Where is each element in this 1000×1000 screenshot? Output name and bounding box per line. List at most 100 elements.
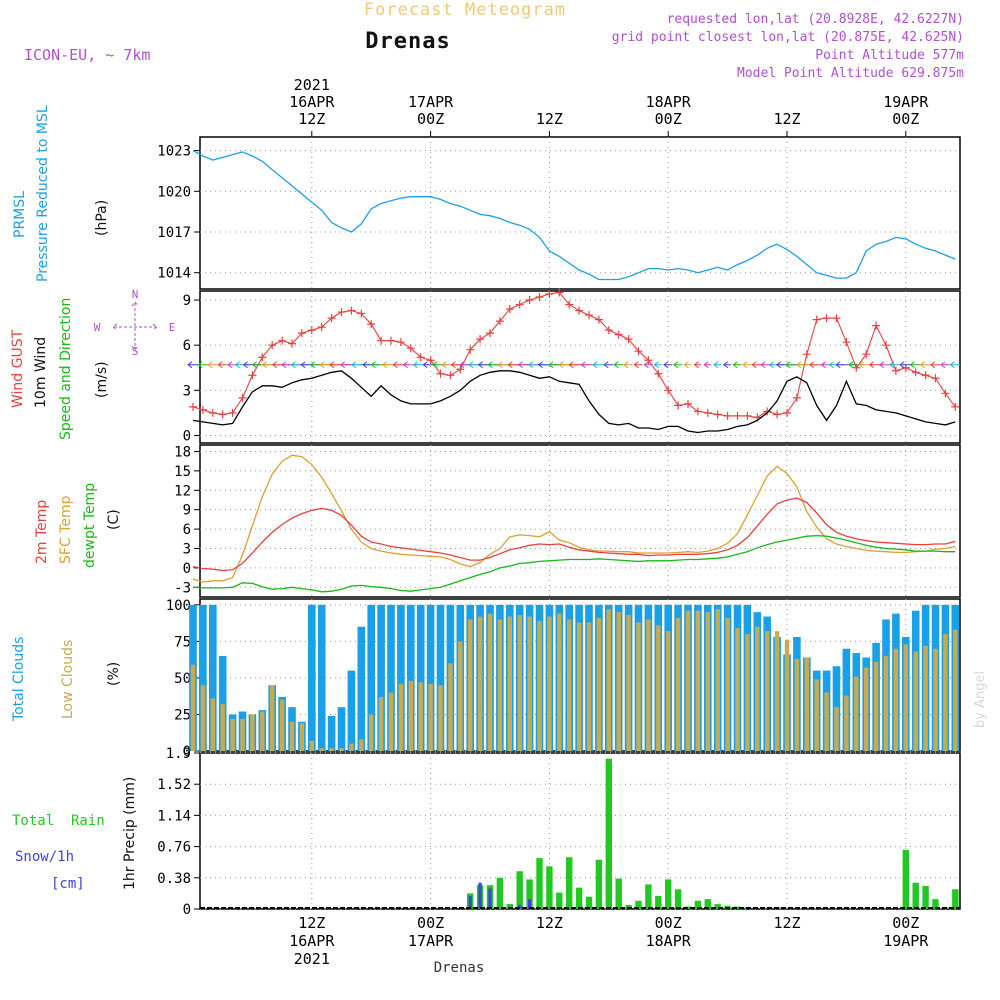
requested-lonlat: requested lon,lat (20.8928E, 42.6227N) <box>667 12 964 27</box>
total-cloud-bar <box>436 604 445 751</box>
low-cloud-bar <box>854 676 859 751</box>
snow-unit-label: [cm] <box>51 876 85 892</box>
cloud-tick-label: 50 <box>174 671 191 687</box>
total-cloud-bar <box>357 626 366 751</box>
model-label: ICON-EU, ~ 7km <box>24 46 150 64</box>
gust-marker <box>495 317 504 326</box>
low-cloud-bar <box>497 619 503 751</box>
top-time-label: 17APR <box>408 93 454 111</box>
low-cloud-bar <box>517 615 522 751</box>
low-cloud-bar <box>745 634 750 751</box>
gust-marker <box>248 371 257 380</box>
wind-tick-label: 3 <box>183 383 191 399</box>
top-time-label: 00Z <box>655 110 682 128</box>
total-cloud-bar <box>416 604 425 751</box>
low-cloud-bar <box>289 721 295 751</box>
low-cloud-bar <box>329 748 334 751</box>
gust-marker <box>723 411 732 420</box>
gust-marker <box>624 335 633 344</box>
precip-tick-label: 1.14 <box>157 808 191 824</box>
wind-direction-arrow <box>643 361 653 369</box>
wind-frame <box>199 290 961 444</box>
low-cloud-bar <box>250 714 255 751</box>
low-cloud-bar <box>725 618 730 751</box>
bottom-time-label: 19APR <box>883 932 929 950</box>
gust-marker <box>862 350 871 359</box>
gust-marker <box>684 399 692 408</box>
pressure-label-1: PRMSL <box>12 191 28 238</box>
gust-marker <box>951 402 960 411</box>
total-cloud-bar <box>337 707 346 751</box>
gust-marker <box>396 338 405 347</box>
rain-label: Total Rain <box>12 813 105 829</box>
pressure-unit: (hPa) <box>94 200 110 236</box>
gust-marker <box>882 341 890 350</box>
rain-bar <box>902 849 909 909</box>
compass-w: W <box>94 321 101 334</box>
precip-panel: 0 0.38 0.76 1.14 1.52 1.9 <box>157 746 961 918</box>
bottom-time-label: 00Z <box>417 914 444 932</box>
temperature-panel: -3 0 3 6 9 12 15 18 <box>174 444 961 598</box>
low-cloud-bar <box>576 622 582 751</box>
bottom-time-label: 18APR <box>646 932 692 950</box>
top-time-label: 12Z <box>536 110 563 128</box>
low-cloud-bar <box>715 609 720 751</box>
snow-bar <box>528 899 532 909</box>
gust-marker <box>347 306 356 315</box>
wind-direction-arrow <box>623 361 634 369</box>
gust-marker <box>674 401 683 410</box>
low-cloud-bar <box>735 628 740 751</box>
low-cloud-bar <box>527 616 532 751</box>
rain-bar <box>665 879 672 909</box>
gust-marker <box>525 296 534 305</box>
gust-marker <box>634 347 643 356</box>
bottom-time-label: 00Z <box>655 914 682 932</box>
temp-tick-label: -3 <box>174 580 191 596</box>
top-time-label: 19APR <box>883 93 929 111</box>
gust-marker <box>268 341 277 350</box>
gust-marker <box>456 365 465 374</box>
rain-bar <box>536 858 543 909</box>
temp-tick-label: 12 <box>174 483 191 499</box>
gust-marker <box>505 305 514 314</box>
top-time-label: 2021 <box>294 76 330 94</box>
gust-marker <box>713 410 722 419</box>
wind-direction-arrow <box>919 361 931 369</box>
low-cloud-bar <box>557 613 562 751</box>
gust-marker <box>258 353 267 362</box>
low-cloud-bar <box>755 626 760 751</box>
rain-bar <box>526 879 533 909</box>
low-cloud-bar <box>477 616 483 751</box>
cloud-tick-label: 25 <box>174 707 191 723</box>
temp-tick-label: 15 <box>174 464 191 480</box>
low-cloud-bar <box>448 663 453 751</box>
low-cloud-bar <box>190 664 196 751</box>
rain-bar <box>566 857 573 909</box>
gust-marker <box>337 308 346 317</box>
wind-direction-arrow <box>683 361 692 369</box>
pressure-tick-label: 1020 <box>157 184 191 200</box>
low-cloud-bar <box>359 739 364 751</box>
wind-direction-arrow <box>613 361 624 369</box>
precip-frame <box>199 752 961 910</box>
bottom-time-label: 16APR <box>289 932 335 950</box>
low-cloud-bar <box>923 645 928 751</box>
wind-direction-arrow <box>603 361 614 369</box>
precip-tick-label: 0 <box>183 902 191 918</box>
grid-point-lonlat: grid point closest lon,lat (20.875E, 42.… <box>612 30 964 45</box>
wind-direction-arrow <box>909 361 921 369</box>
gust-marker <box>238 393 247 402</box>
low-cloud-bar <box>675 618 681 751</box>
wind-panel: 0 3 6 9 <box>183 288 961 444</box>
cloud-unit: (%) <box>106 662 122 686</box>
gust-marker <box>703 408 712 417</box>
rain-bar <box>704 899 711 909</box>
low-cloud-bar <box>814 679 819 751</box>
top-time-label: 00Z <box>892 110 919 128</box>
gust-marker <box>406 344 415 353</box>
wind-direction-arrow <box>663 361 673 369</box>
compass-rose: N W E S <box>94 288 176 358</box>
model-point-altitude: Model Point Altitude 629.875m <box>737 66 964 81</box>
